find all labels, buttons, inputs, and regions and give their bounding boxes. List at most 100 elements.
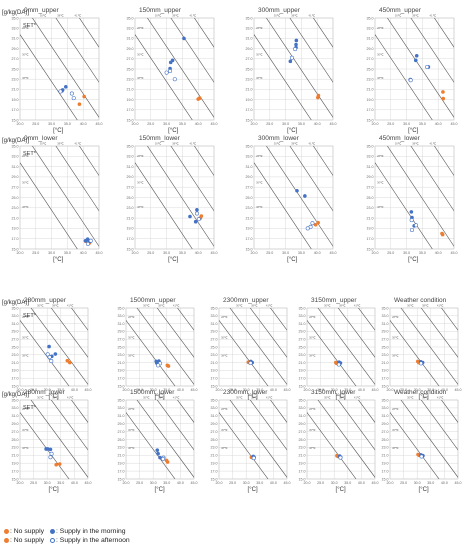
chart-panel-r3c1: 28℃ 30℃ 38℃ 30℃ 38℃ 41℃ 20.0 25.0 30.0 35.0 40.0 45… [2, 297, 92, 400]
data-point-afternoon [168, 69, 173, 74]
y-tick-label: 23.0 [211, 446, 218, 450]
set-isoline [387, 146, 454, 247]
set-isoline [317, 308, 375, 385]
y-tick-label: 17.0 [367, 108, 374, 112]
set-isoline [307, 412, 357, 479]
x-tick-label: 40.0 [435, 251, 442, 255]
chart-panel-r2c3: 28℃ 30℃ 38℃ 30℃ 38℃ 41℃ 20.0 25.0 30.0 35.0 40.0 45… [246, 135, 337, 263]
y-tick-label: 29.0 [127, 175, 134, 179]
isoline-label: 38℃ [137, 205, 144, 209]
set-isoline [358, 400, 375, 423]
x-tick-label: 25.0 [30, 481, 37, 485]
x-tick-label: 25.0 [387, 251, 394, 255]
y-tick-label: 31.0 [211, 322, 218, 326]
plot-frame [253, 17, 334, 121]
y-tick-label: 15.0 [367, 247, 374, 251]
data-point-afternoon [425, 64, 430, 69]
x-tick-label: 25.0 [136, 388, 143, 392]
set-isolines [375, 146, 454, 249]
set-isoline [270, 400, 287, 423]
plot-frame [306, 399, 376, 480]
isoline-label: 28℃ [256, 154, 263, 158]
isoline-label-top: 41℃ [75, 14, 82, 18]
x-tick-label: 40.0 [314, 122, 321, 126]
x-tick-label: 40.0 [195, 251, 202, 255]
y-tick-label: 35.0 [299, 398, 306, 402]
set-isoline [266, 146, 333, 247]
isoline-label-top: 41℃ [266, 396, 273, 400]
x-tick-label: 45.0 [330, 122, 337, 126]
data-point-morning [188, 214, 192, 219]
isoline-label: 30℃ [221, 428, 228, 432]
y-tick-label: 23.0 [382, 353, 389, 357]
isoline-label: 30℃ [256, 181, 263, 185]
data-point-morning [155, 448, 160, 452]
data-point-no-supply [441, 96, 446, 101]
set-isoline [20, 412, 70, 479]
x-tick-label: 30.0 [282, 251, 289, 255]
chart-title: 0mm_upper [24, 7, 60, 14]
chart-panel-r2c1: 28℃ 30℃ 38℃ 30℃ 38℃ 41℃ 20.0 25.0 30.0 35.0 40.0 45… [2, 135, 103, 263]
isoline-label: 30℃ [128, 428, 135, 432]
set-isoline [358, 308, 375, 331]
x-tick-label: 30.0 [44, 481, 51, 485]
chart-panel-r1c2: 28℃ 30℃ 38℃ 30℃ 38℃ 41℃ 20.0 25.0 30.0 35.0 40.0 45… [127, 7, 218, 134]
plot-frame [374, 145, 455, 250]
x-axis-label: [°C] [168, 128, 178, 134]
y-tick-label: 31.0 [367, 37, 374, 41]
set-isoline [136, 308, 194, 385]
isoline-label: 28℃ [137, 154, 144, 158]
y-tick-label: 27.0 [211, 338, 218, 342]
y-tick-label: 35.0 [246, 16, 253, 20]
y-tick-label: 33.0 [12, 406, 19, 410]
x-tick-label: 30.0 [243, 388, 250, 392]
y-tick-label: 31.0 [12, 37, 19, 41]
isoline-label: 28℃ [221, 315, 228, 319]
data-point-no-supply [196, 97, 200, 101]
x-tick-label: 45.0 [191, 388, 198, 392]
y-tick-label: 27.0 [12, 186, 19, 190]
x-tick-label: 20.0 [387, 481, 394, 485]
x-tick-label: 20.0 [251, 251, 258, 255]
set-isoline [55, 18, 99, 83]
data-point-morning [53, 352, 58, 356]
set-isolines [219, 308, 287, 386]
x-tick-label: 20.0 [17, 481, 24, 485]
y-tick-label: 35.0 [299, 306, 306, 310]
y-tick-label: 21.0 [367, 88, 374, 92]
isoline-label-top: 30℃ [395, 14, 402, 18]
isoline-label-top: 30℃ [37, 304, 44, 308]
isoline-label: 28℃ [256, 26, 263, 30]
y-tick-label: 23.0 [367, 206, 374, 210]
chart-title: 300mm_lower [258, 135, 300, 142]
y-tick-label: 21.0 [299, 454, 306, 458]
set-isoline [313, 18, 333, 48]
y-tick-label: 15.0 [127, 247, 134, 251]
set-isoline [177, 308, 194, 331]
y-tick-label: 27.0 [118, 338, 125, 342]
x-tick-label: 25.0 [147, 122, 154, 126]
x-tick-label: 20.0 [132, 251, 139, 255]
y-tick-label: 35.0 [367, 16, 374, 20]
data-point-afternoon [160, 456, 165, 461]
y-tick-label: 23.0 [382, 446, 389, 450]
isoline-label: 38℃ [22, 76, 29, 80]
plot-frame [306, 307, 376, 387]
y-tick-label: 15.0 [299, 477, 306, 481]
data-point-morning [409, 210, 414, 214]
plot-frame [218, 399, 288, 480]
x-tick-label: 35.0 [64, 251, 71, 255]
y-axis-label: [g/kg(DA)] [2, 300, 29, 306]
x-tick-label: 40.0 [80, 122, 87, 126]
y-tick-label: 25.0 [12, 345, 19, 349]
y-tick-label: 15.0 [211, 477, 218, 481]
y-tick-label: 25.0 [118, 438, 125, 442]
isoline-label-top: 38℃ [339, 396, 346, 400]
plot-frame [389, 307, 459, 387]
set-label: SET* [23, 151, 37, 157]
isoline-label: 30℃ [128, 335, 135, 339]
x-tick-label: 30.0 [414, 481, 421, 485]
isoline-label: 38℃ [392, 446, 399, 450]
data-point-afternoon [196, 217, 201, 222]
set-isoline [249, 308, 287, 358]
